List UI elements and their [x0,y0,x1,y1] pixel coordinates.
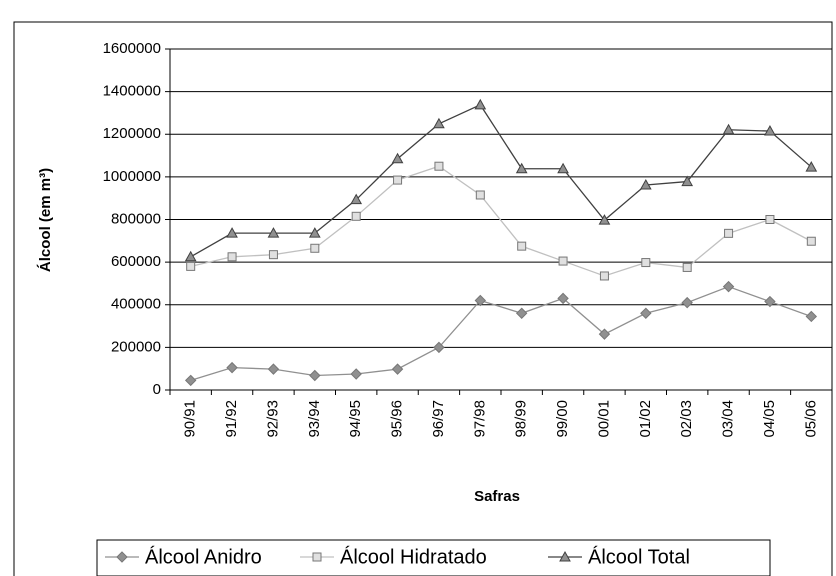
y-tick-label: 0 [153,381,161,398]
marker-triangle [308,227,321,238]
marker-square [641,258,651,268]
marker-triangle [474,98,487,110]
marker-square [312,552,322,562]
marker-triangle [764,125,776,136]
y-tick-label: 1000000 [103,168,161,185]
marker-triangle [391,152,404,164]
legend-box [96,539,771,576]
marker-triangle [722,123,735,135]
marker-square [558,256,568,266]
marker-square [599,271,609,281]
legend-label: Álcool Anidro [145,545,262,568]
marker-triangle [350,193,363,205]
marker-diamond [350,368,362,380]
marker-square [227,252,237,262]
marker-square [186,261,196,271]
y-tick-label: 1600000 [103,40,161,57]
x-tick-label: 01/02 [637,400,654,438]
marker-triangle [639,178,652,190]
marker-square [806,236,816,246]
x-tick-label: 94/95 [347,400,364,438]
x-tick-label: 98/99 [513,400,530,438]
x-tick-label: 03/04 [720,400,737,438]
legend-label: Álcool Total [588,545,690,568]
x-tick-label: 99/00 [554,400,571,438]
x-tick-label: 02/03 [678,400,695,438]
marker-triangle [598,214,611,225]
marker-diamond [557,292,569,305]
marker-triangle [515,162,528,174]
y-tick-label: 1400000 [103,83,161,100]
marker-square [517,241,527,251]
y-axis-title: Álcool (em m³) [37,168,54,272]
marker-diamond [681,296,693,309]
marker-triangle [184,250,197,262]
marker-triangle [557,162,569,174]
marker-triangle [681,175,694,187]
marker-square [475,190,485,200]
marker-triangle [559,550,571,562]
marker-square [393,175,403,185]
marker-diamond [309,369,321,382]
marker-diamond [267,363,280,375]
marker-square [724,228,734,238]
y-tick-label: 800000 [111,210,161,227]
marker-diamond [805,310,818,323]
x-tick-label: 04/05 [761,400,778,438]
y-tick-label: 400000 [111,296,161,313]
x-tick-label: 00/01 [595,400,612,438]
x-tick-label: 90/91 [182,400,199,438]
x-tick-label: 95/96 [389,400,406,438]
marker-diamond [433,341,445,354]
marker-triangle [226,227,238,238]
marker-diamond [764,295,776,308]
x-tick-label: 96/97 [430,400,447,438]
marker-triangle [805,161,818,172]
marker-diamond [722,280,735,293]
x-tick-label: 97/98 [471,400,488,438]
marker-square [682,262,692,272]
marker-triangle [267,227,280,238]
series-line [190,285,812,382]
marker-diamond [184,374,197,387]
marker-square [351,211,361,221]
marker-diamond [640,307,652,319]
series-line [190,165,812,277]
marker-diamond [226,361,238,374]
marker-triangle [433,117,445,129]
x-tick-label: 93/94 [306,400,323,438]
series-line [190,104,812,258]
marker-diamond [515,307,528,319]
x-tick-label: 05/06 [802,400,819,438]
y-tick-label: 200000 [111,338,161,355]
x-axis-title: Safras [474,488,520,505]
marker-square [268,250,278,260]
y-tick-label: 1200000 [103,125,161,142]
x-tick-label: 91/92 [223,400,240,438]
marker-square [765,215,775,224]
marker-square [310,243,320,253]
marker-diamond [116,551,128,563]
marker-diamond [391,363,404,375]
x-tick-label: 92/93 [264,400,281,438]
y-tick-label: 600000 [111,253,161,270]
legend-label: Álcool Hidratado [340,545,487,568]
marker-diamond [598,328,611,340]
marker-diamond [474,294,487,307]
marker-square [434,161,444,171]
